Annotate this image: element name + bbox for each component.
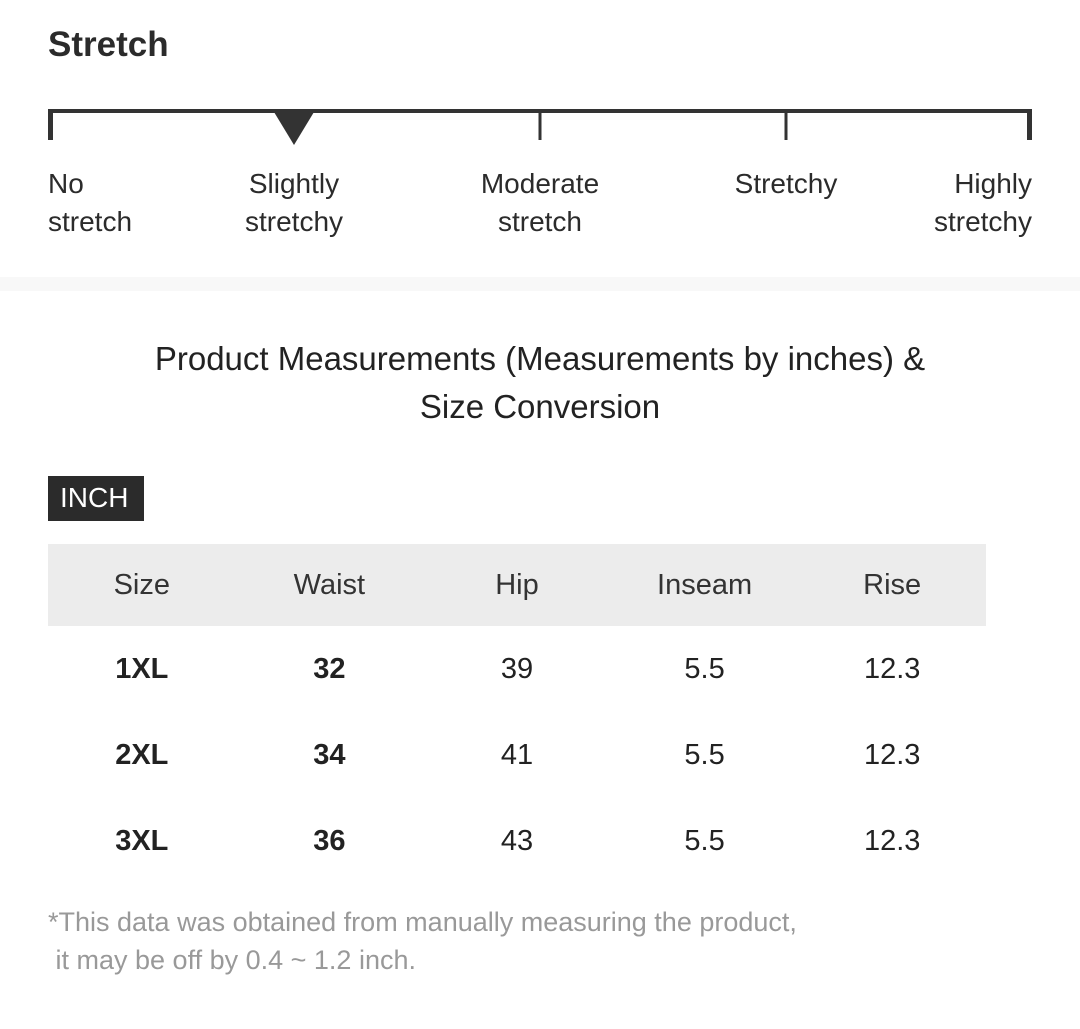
- stretch-scale: [48, 109, 1032, 146]
- section-divider: [0, 277, 1080, 291]
- table-cell: 1XL: [115, 652, 169, 685]
- column-header: Hip: [423, 544, 611, 626]
- table-cell: 12.3: [863, 738, 921, 771]
- table-cell: 2XL: [115, 738, 169, 771]
- stretch-level-label: Moderate stretch: [480, 168, 600, 237]
- table-cell: 12.3: [863, 652, 921, 685]
- measurements-section: Product Measurements (Measurements by in…: [48, 335, 1032, 979]
- stretch-level-label: Highly stretchy: [933, 168, 1032, 237]
- measurement-disclaimer: *This data was obtained from manually me…: [48, 903, 1032, 979]
- product-detail-panel: Stretch No stretch Slightly stretchy Moder…: [0, 24, 1080, 979]
- measurements-title: Product Measurements (Measurements by in…: [154, 340, 926, 425]
- stretch-level-label: Stretchy: [734, 168, 838, 199]
- stretch-level-label: Slightly stretchy: [244, 168, 344, 237]
- table-cell: 32: [313, 652, 346, 685]
- table-cell: 5.5: [684, 652, 725, 685]
- table-cell: 43: [500, 824, 534, 857]
- stretch-level-marker-icon: [274, 112, 314, 145]
- disclaimer-line-1: *This data was obtained from manually me…: [48, 907, 797, 937]
- table-row: 2XL 34 41 5.5 12.3: [48, 712, 986, 798]
- table-cell: 5.5: [684, 824, 725, 857]
- stretch-section-title: Stretch: [48, 25, 169, 64]
- table-cell: 12.3: [863, 824, 921, 857]
- table-cell: 41: [500, 738, 534, 771]
- column-header: Size: [48, 544, 236, 626]
- table-row: 3XL 36 43 5.5 12.3: [48, 798, 986, 884]
- table-cell: 34: [313, 738, 346, 771]
- unit-badge-inch[interactable]: INCH: [48, 476, 145, 521]
- table-cell: 39: [500, 652, 534, 685]
- scale-tick: [1027, 109, 1032, 140]
- table-row: 1XL 32 39 5.5 12.3: [48, 626, 986, 712]
- column-header: Waist: [235, 544, 424, 626]
- stretch-level-label: No stretch: [48, 168, 133, 237]
- column-header: Inseam: [610, 544, 799, 626]
- table-cell: 36: [313, 824, 346, 857]
- stretch-section: Stretch No stretch Slightly stretchy Moder…: [48, 24, 1032, 237]
- size-measurements-table: Size Waist Hip Inseam Rise 1XL 32 39 5.5 12.3 2XL…: [48, 544, 986, 884]
- scale-tick: [538, 109, 542, 140]
- column-header: Rise: [798, 544, 986, 626]
- table-cell: 5.5: [684, 738, 725, 771]
- stretch-scale-labels: No stretch Slightly stretchy Moderate stre…: [48, 165, 1032, 237]
- disclaimer-line-2: it may be off by 0.4 ~ 1.2 inch.: [48, 945, 416, 975]
- scale-tick: [48, 109, 53, 140]
- scale-tick: [784, 109, 788, 140]
- table-header: Size Waist Hip Inseam Rise: [48, 544, 986, 626]
- table-cell: 3XL: [115, 824, 169, 857]
